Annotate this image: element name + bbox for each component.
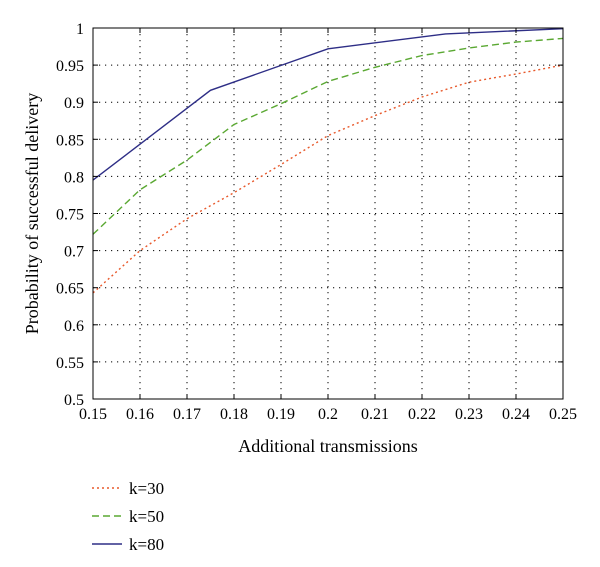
x-tick-label: 0.19 xyxy=(267,406,295,423)
x-tick-label: 0.15 xyxy=(79,406,107,423)
series-line-k-30 xyxy=(92,64,564,294)
series-line-k-50 xyxy=(92,37,564,235)
y-tick-label: 0.75 xyxy=(56,207,84,224)
x-tick-label: 0.22 xyxy=(408,406,436,423)
y-tick-label: 0.85 xyxy=(56,132,84,149)
x-tick-label: 0.17 xyxy=(173,406,201,423)
series-lines xyxy=(92,28,564,294)
y-tick-label: 0.65 xyxy=(56,281,84,298)
series-line-k-80 xyxy=(92,28,564,181)
y-tick-label: 0.8 xyxy=(64,169,84,186)
x-axis-label: Additional transmissions xyxy=(238,436,418,456)
x-tick-label: 0.23 xyxy=(455,406,483,423)
y-tick-label: 0.6 xyxy=(64,318,84,335)
grid xyxy=(93,28,563,399)
x-tick-labels: 0.15 0.16 0.17 0.18 0.19 0.2 0.21 0.22 0.23 0.24 0… xyxy=(79,406,577,423)
x-tick-label: 0.16 xyxy=(126,406,154,423)
y-axis-label: Probability of successful delivery xyxy=(22,93,42,334)
x-tick-label: 0.21 xyxy=(361,406,389,423)
legend-label: k=50 xyxy=(129,507,164,526)
legend-label: k=80 xyxy=(129,535,164,554)
y-tick-label: 0.95 xyxy=(56,58,84,75)
y-tick-label: 1 xyxy=(76,21,84,38)
x-tick-label: 0.25 xyxy=(549,406,577,423)
y-tick-label: 0.7 xyxy=(64,244,84,261)
x-tick-label: 0.2 xyxy=(318,406,338,423)
legend-label: k=30 xyxy=(129,479,164,498)
legend: k=30 k=50 k=80 xyxy=(92,479,164,554)
x-tick-label: 0.18 xyxy=(220,406,248,423)
y-tick-label: 0.9 xyxy=(64,95,84,112)
x-tick-label: 0.24 xyxy=(502,406,530,423)
y-tick-label: 0.5 xyxy=(64,392,84,409)
y-tick-labels: 0.5 0.55 0.6 0.65 0.7 0.75 0.8 0.85 0.9 0.95 1 xyxy=(56,21,84,409)
y-tick-label: 0.55 xyxy=(56,355,84,372)
tick-marks xyxy=(92,27,564,400)
